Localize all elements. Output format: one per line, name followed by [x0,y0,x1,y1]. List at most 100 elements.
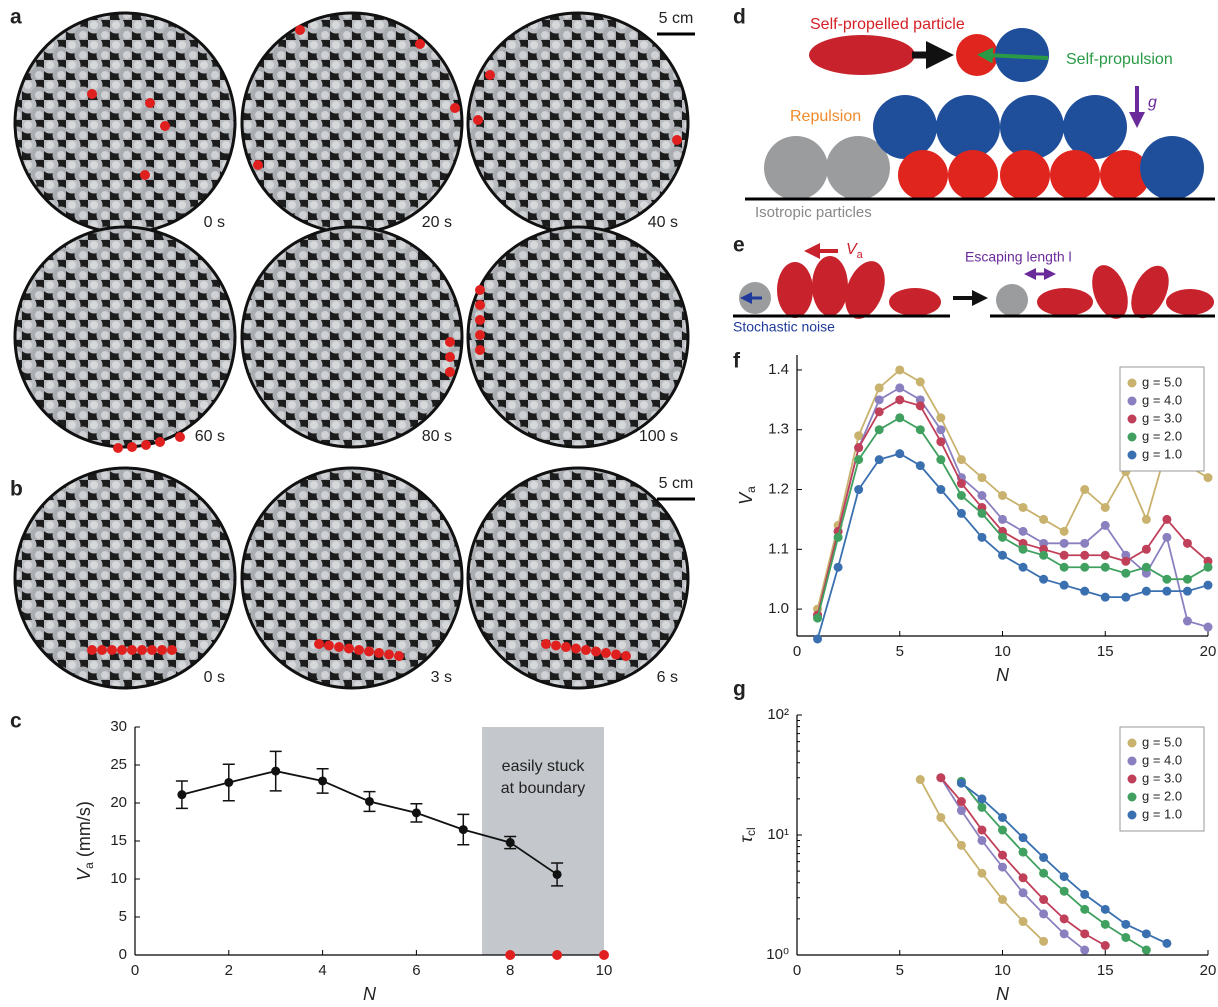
chart: 0 5 10 15 20 1.0 1.1 1.2 1.3 1.4 N Va g = 5.0 g = 4.0… [736,355,1216,685]
data-point [224,777,234,787]
data-point [936,413,946,423]
data-point [1162,514,1172,524]
data-point [956,491,966,500]
particle-marker [344,643,354,654]
data-point [1100,940,1110,950]
particle-marker [295,25,305,35]
data-point [1039,868,1049,878]
legend-swatch [1127,792,1137,802]
particle-marker [97,645,107,655]
data-point [998,532,1007,542]
series-line [960,780,1147,951]
data-point [1059,929,1069,939]
data-point [1039,909,1049,919]
particle-marker [175,432,185,442]
particle-marker [157,645,167,655]
data-point [1018,544,1028,554]
legend-swatch [1127,378,1137,388]
charts: easily stuck at boundary 0 2 4 6 8 10 0 5 10 15 20 25… [74,355,1216,1004]
y-axis-label: Va [736,486,758,505]
label: Va [846,241,864,261]
label: Escaping length l [965,249,1072,265]
data-point [1018,502,1028,512]
stuck-point [552,950,563,960]
annotation: easily stuck [502,758,586,775]
data-point [956,508,966,518]
data-point [936,812,946,822]
data-point [998,895,1007,905]
time-label: 40 s [648,214,678,231]
data-point [1121,919,1131,929]
data-point [1162,938,1172,948]
particle-marker [475,285,485,295]
data-point [1203,580,1213,590]
particle-marker [374,648,384,658]
data-point [1162,532,1172,542]
photo [466,11,690,235]
data-point [977,802,987,812]
data-point [1141,929,1151,939]
x-axis-label: N [996,984,1010,1002]
particle-marker [117,645,127,655]
data-point [1100,592,1110,602]
data-point [1182,586,1192,596]
data-point [1203,622,1213,632]
particle-marker [113,443,123,453]
data-point [998,491,1007,500]
label-part: a [857,249,864,261]
data-point [1100,502,1110,512]
data-point [977,835,987,845]
data-point [936,425,946,435]
photos: 0 s 20 s 40 s 60 s 80 s 100 s 0 s 3 s 6 s [13,11,690,690]
y-axis-label-part: cl [744,827,758,836]
photo [13,466,237,690]
particle-marker [475,315,485,325]
y-tick-label: 15 [110,832,127,849]
data-point [813,634,823,644]
data-point [874,455,884,465]
legend-label: g = 1.0 [1142,806,1182,821]
data-point [1121,932,1131,942]
particle-marker [140,170,150,180]
data-point [1018,526,1028,536]
x-tick-label: 0 [131,962,139,979]
data-point [1182,538,1192,548]
scale-label: 5 cm [659,10,694,27]
legend-swatch [1127,774,1137,784]
data-point [915,377,925,387]
data-point [1039,574,1049,584]
data-point [1203,562,1213,572]
data-point [956,806,966,816]
legend-swatch [1127,756,1137,766]
data-point [854,431,864,441]
photo [466,466,690,690]
data-point [833,532,843,542]
particle-marker [127,645,137,655]
data-point [1018,833,1028,843]
time-label: 60 s [195,428,225,445]
data-point [318,776,328,786]
x-tick-label: 2 [225,962,233,979]
particle-marker [314,639,324,649]
particle-marker [137,645,147,655]
particle-marker [541,639,551,649]
label: Stochastic noise [733,319,835,335]
particle-marker [445,367,455,377]
scale-label: 5 cm [659,475,694,492]
data-point [1100,562,1110,572]
data-point [1100,550,1110,560]
panel-label: b [10,478,23,501]
data-point [505,838,515,848]
data-point [458,825,468,835]
particle-marker [672,135,682,145]
photo [240,225,464,449]
time-label: 20 s [422,214,452,231]
chart: easily stuck at boundary 0 2 4 6 8 10 0 5 10 15 20 25… [74,718,613,1004]
particle-marker [167,645,177,655]
data-point [1121,568,1131,578]
data-point [1182,574,1192,584]
legend-label: g = 3.0 [1142,410,1182,425]
data-point [1100,919,1110,929]
y-tick-label: 20 [110,794,127,811]
data-point [977,532,987,542]
